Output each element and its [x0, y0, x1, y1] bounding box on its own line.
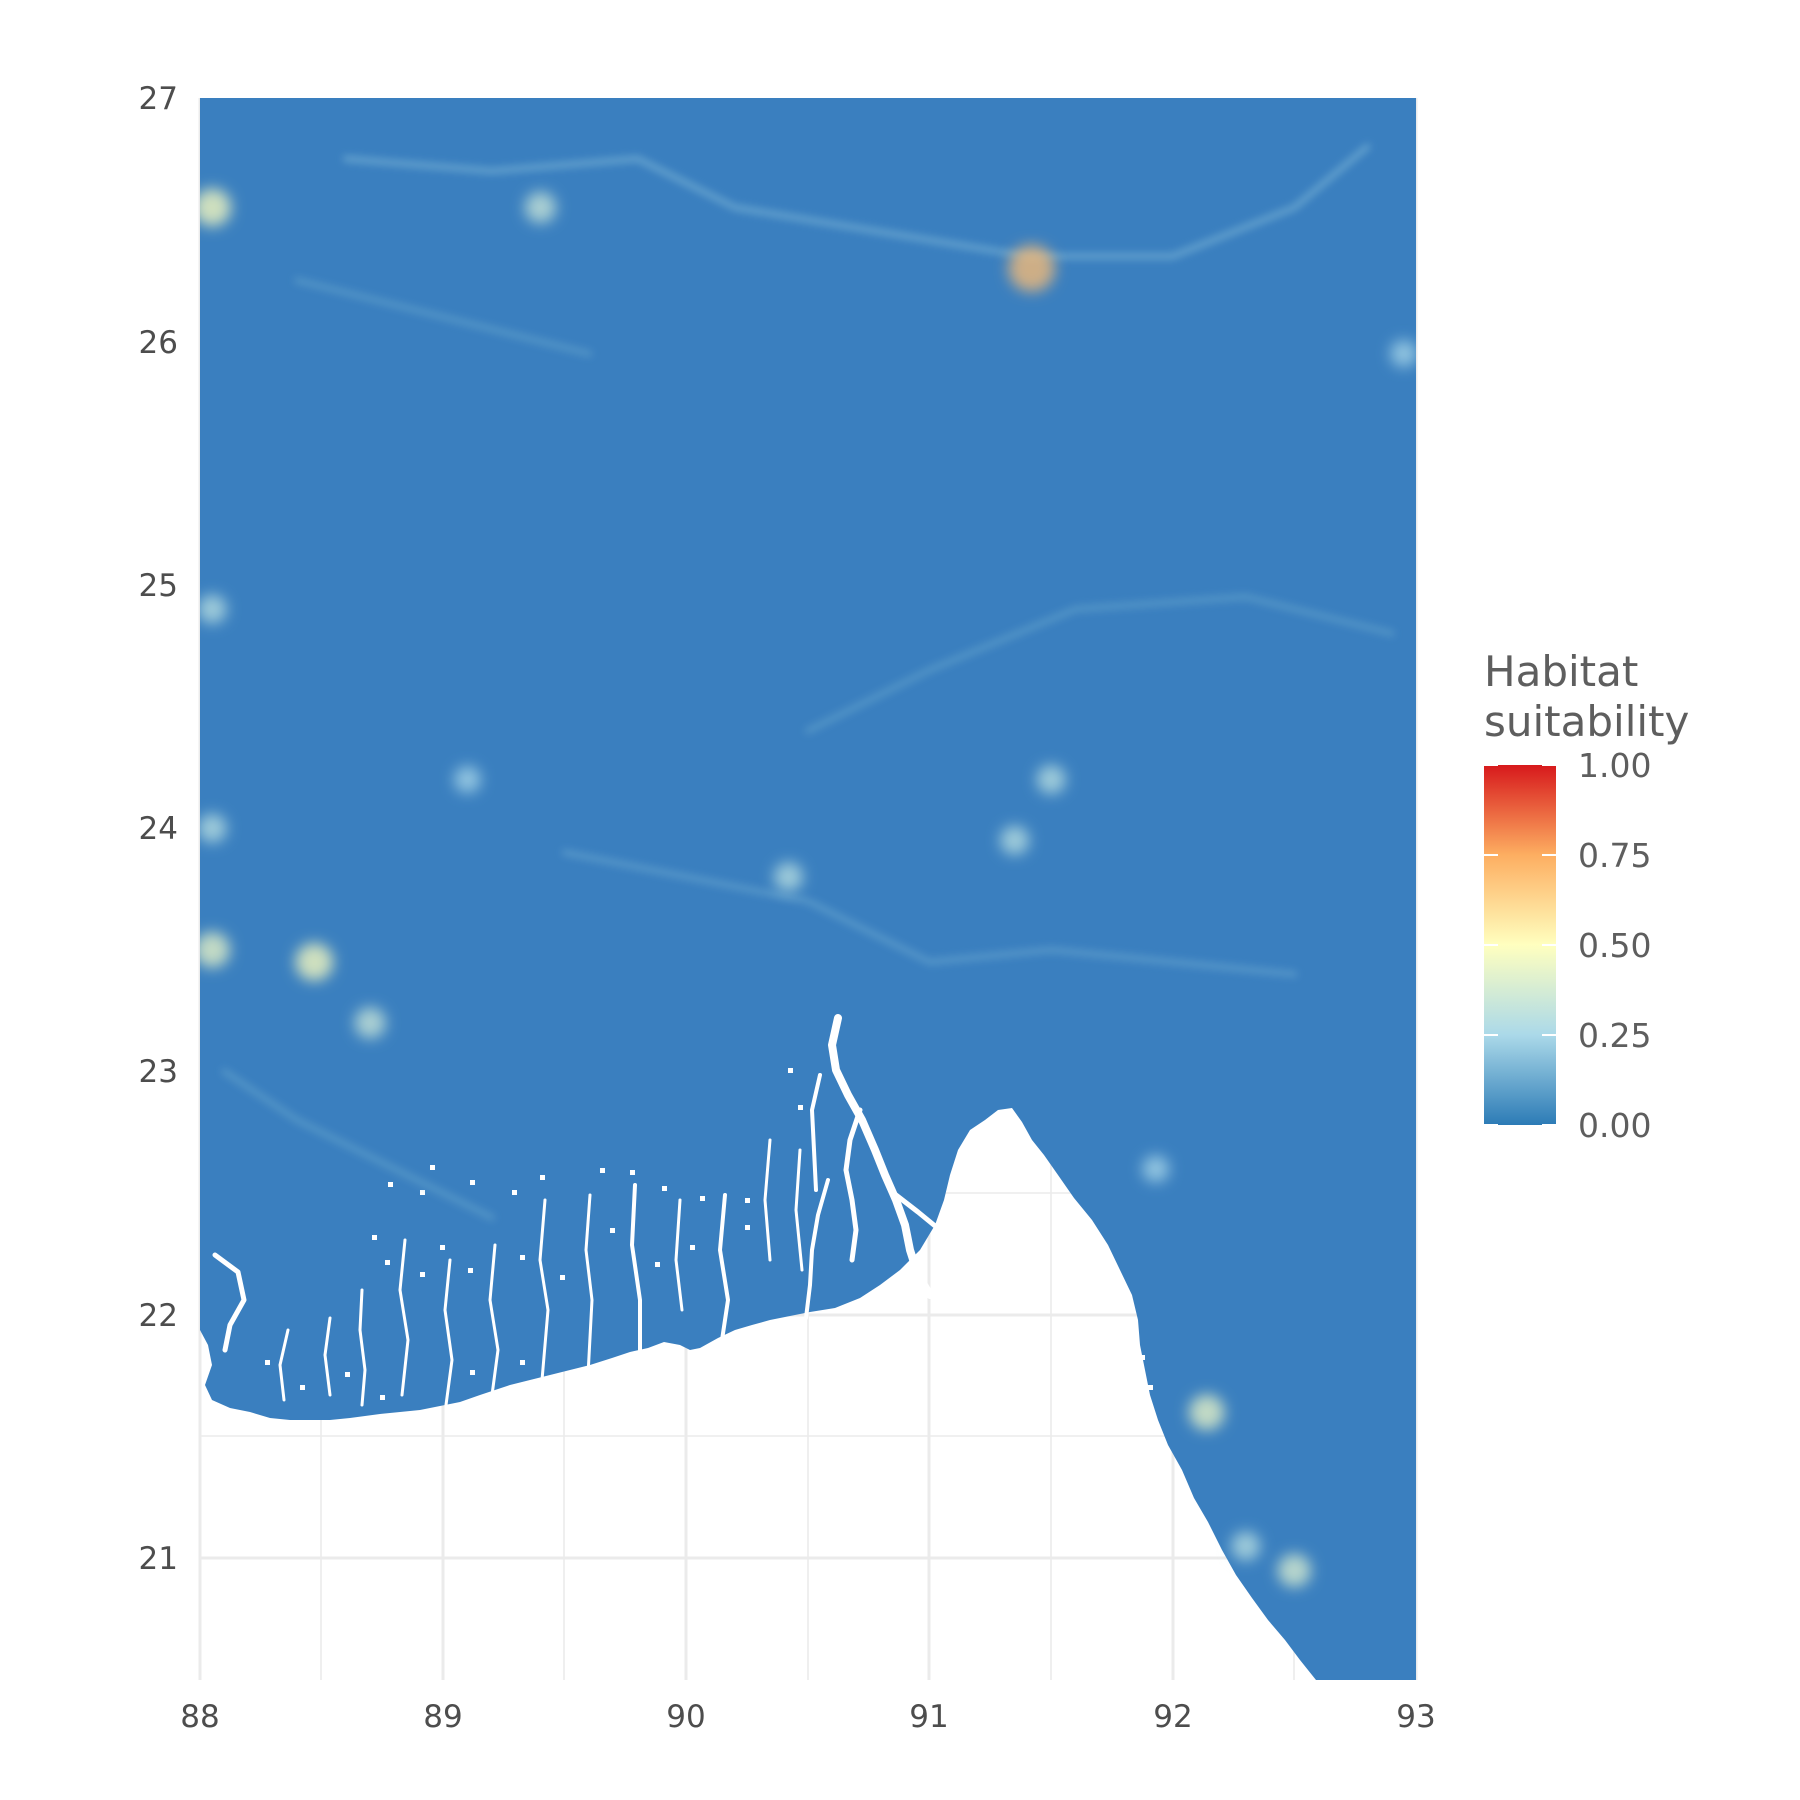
- x-tick-label: 90: [666, 1699, 705, 1735]
- y-tick-label: 23: [139, 1054, 178, 1090]
- suitability-hotspot: [354, 1007, 386, 1039]
- legend-tick-label: 0.50: [1578, 926, 1651, 965]
- suitability-streaks: [221, 143, 1395, 1221]
- channel-east-3: [794, 1148, 804, 1272]
- suitability-hotspot: [1142, 1155, 1170, 1183]
- x-tick-label: 92: [1153, 1699, 1192, 1735]
- suitability-hotspot: [200, 594, 227, 624]
- channel-sundarbans-5: [538, 1198, 550, 1382]
- suitability-streak: [221, 1068, 495, 1221]
- channel-sundarbans-6: [584, 1193, 594, 1377]
- channel-west-2: [323, 1316, 332, 1397]
- suitability-raster: [200, 98, 1416, 1680]
- suitability-hotspot: [524, 191, 557, 224]
- channel-sundarbans-3: [443, 1258, 454, 1407]
- no-data-channels: [212, 1014, 963, 1407]
- no-data-pixels: [265, 1068, 1153, 1400]
- channel-sundarbans-1: [358, 1288, 367, 1407]
- channel-sundarbans-7: [630, 1183, 642, 1357]
- x-tick-label: 89: [423, 1699, 462, 1735]
- y-tick-label: 27: [139, 81, 178, 117]
- channel-east-2: [763, 1138, 772, 1262]
- legend-tick-marks: [1484, 764, 1556, 1126]
- estuary-branch-3: [810, 1073, 822, 1192]
- channel-sundarbans-8: [674, 1198, 684, 1312]
- y-tick-label: 24: [139, 811, 178, 847]
- suitability-hotspot: [1277, 1553, 1312, 1588]
- y-tick-label: 21: [139, 1541, 178, 1577]
- channel-east-1: [718, 1193, 730, 1342]
- channel-sundarbans-2: [398, 1238, 410, 1397]
- suitability-hotspot: [773, 862, 804, 892]
- suitability-hotspot: [200, 813, 227, 843]
- suitability-hotspot: [1008, 245, 1056, 292]
- suitability-hotspot: [1000, 825, 1030, 855]
- suitability-streak: [342, 143, 1371, 260]
- y-tick-label: 26: [139, 325, 178, 361]
- x-tick-label: 93: [1396, 1699, 1435, 1735]
- channel-west-1: [278, 1328, 290, 1402]
- channel-hooghly: [212, 1252, 247, 1353]
- suitability-hotspots: [200, 188, 1416, 1588]
- y-tick-label: 25: [139, 568, 178, 604]
- legend: Habitat suitability 1.00 0.75 0.50 0.25 …: [1484, 647, 1689, 1145]
- suitability-hotspot: [1390, 340, 1416, 368]
- legend-tick-label: 1.00: [1578, 746, 1651, 785]
- x-tick-label: 88: [180, 1699, 219, 1735]
- x-axis: 88 89 90 91 92 93: [180, 1699, 1435, 1735]
- y-axis: 21 22 23 24 25 26 27: [139, 81, 178, 1577]
- estuary-branch-1: [843, 1107, 863, 1263]
- y-tick-label: 22: [139, 1298, 178, 1334]
- suitability-hotspot: [200, 931, 231, 968]
- land-mass: [200, 98, 1416, 1680]
- estuary-branch-2: [893, 1192, 963, 1253]
- legend-tick-label: 0.00: [1578, 1106, 1651, 1145]
- channel-sundarbans-4: [488, 1243, 500, 1397]
- suitability-hotspot: [1036, 764, 1066, 795]
- suitability-hotspot: [1188, 1394, 1225, 1431]
- legend-title-line-2: suitability: [1484, 697, 1689, 746]
- x-tick-label: 91: [909, 1699, 948, 1735]
- suitability-hotspot: [295, 943, 334, 981]
- legend-title-line-1: Habitat: [1484, 647, 1638, 696]
- suitability-streak: [805, 593, 1395, 734]
- estuary-branch-4: [804, 1178, 830, 1320]
- suitability-hotspot: [200, 188, 232, 227]
- suitability-streak: [561, 849, 1298, 978]
- meghna-estuary: [828, 1014, 934, 1299]
- legend-tick-label: 0.25: [1578, 1016, 1651, 1055]
- suitability-hotspot: [1231, 1531, 1261, 1561]
- legend-tick-label: 0.75: [1578, 836, 1651, 875]
- suitability-hotspot: [454, 766, 481, 793]
- suitability-streak: [294, 277, 593, 357]
